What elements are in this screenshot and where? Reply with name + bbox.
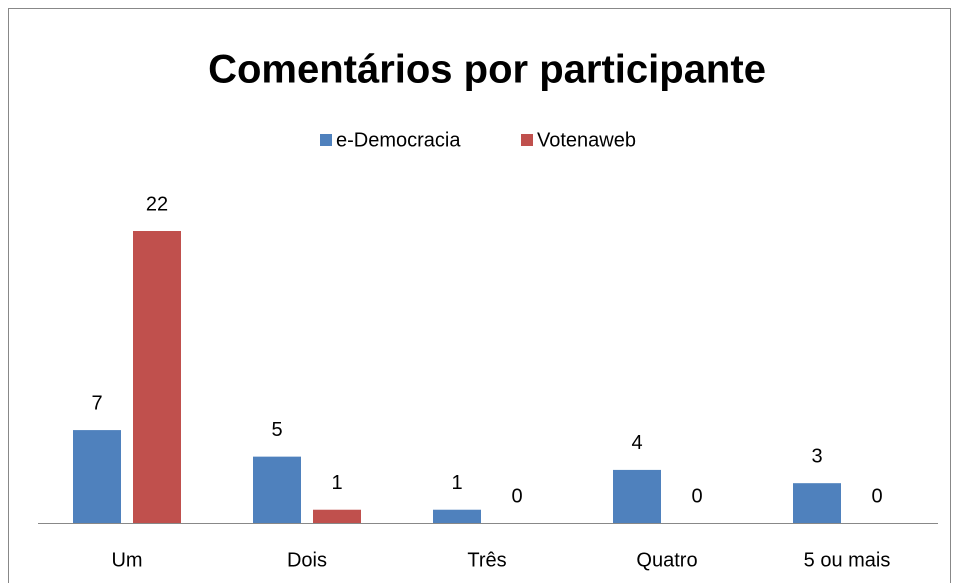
data-label: 0 [871,485,882,507]
data-label: 4 [631,432,642,454]
bar [793,483,841,523]
bar [613,469,661,523]
data-label: 3 [811,445,822,467]
x-tick-label: Um [111,549,142,571]
chart-title: Comentários por participante [208,48,766,92]
data-label: 22 [146,193,168,215]
data-label: 0 [691,485,702,507]
data-label: 1 [451,472,462,494]
data-label: 0 [511,485,522,507]
bar [73,430,121,523]
bar [253,456,301,523]
bar [133,231,181,523]
data-label: 5 [271,419,282,441]
legend-swatch [521,134,533,146]
data-label: 7 [91,392,102,414]
bar [433,509,481,523]
legend-swatch [320,134,332,146]
legend-label: Votenaweb [537,129,636,151]
x-tick-label: Dois [287,549,327,571]
legend-label: e-Democracia [336,129,461,151]
x-tick-label: Quatro [636,549,697,571]
x-tick-label: 5 ou mais [804,549,891,571]
data-label: 1 [331,472,342,494]
bar [313,509,361,523]
x-tick-label: Três [467,549,506,571]
